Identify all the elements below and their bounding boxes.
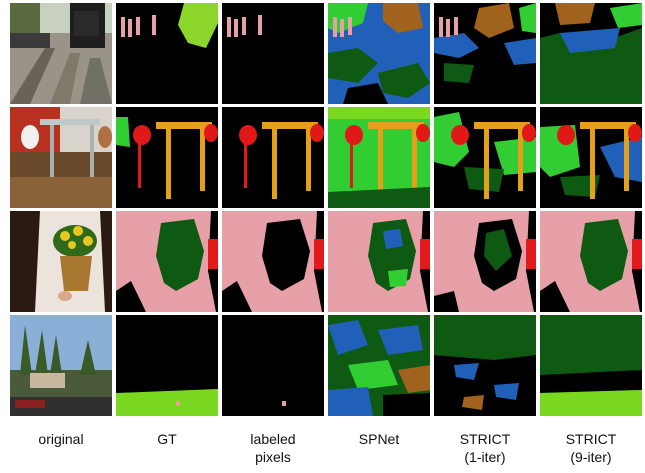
column-label-line: (1-iter) — [464, 449, 506, 465]
column-label-strict-1iter: STRICT (1-iter) — [432, 430, 538, 466]
row2-original-photo — [10, 107, 112, 208]
row2-strict-1iter — [434, 107, 536, 208]
row1-labeled-pixels — [222, 3, 324, 104]
column-label-line: labeled — [250, 431, 296, 447]
column-label-line: pixels — [255, 449, 291, 465]
row2-labeled-pixels — [222, 107, 324, 208]
column-label-line: original — [38, 431, 84, 447]
row4-original-photo — [10, 315, 112, 416]
row3-original-photo — [10, 211, 112, 312]
row4-labeled-pixels — [222, 315, 324, 416]
row2-spnet — [328, 107, 430, 208]
row3-strict-9iter — [540, 211, 642, 312]
row3-strict-1iter — [434, 211, 536, 312]
row3-gt-segmentation — [116, 211, 218, 312]
column-label-line: STRICT — [565, 431, 617, 447]
column-label-labeled-pixels: labeled pixels — [220, 430, 326, 466]
column-label-line: GT — [157, 431, 177, 447]
column-label-gt: GT — [114, 430, 220, 448]
column-label-line: SPNet — [358, 431, 400, 447]
column-label-line: STRICT — [459, 431, 511, 447]
row1-spnet — [328, 3, 430, 104]
row1-original-photo — [10, 3, 112, 104]
row1-strict-9iter — [540, 3, 642, 104]
row3-spnet — [328, 211, 430, 312]
row1-gt-segmentation — [116, 3, 218, 104]
row4-gt-segmentation — [116, 315, 218, 416]
row4-strict-9iter — [540, 315, 642, 416]
row2-gt-segmentation — [116, 107, 218, 208]
row3-labeled-pixels — [222, 211, 324, 312]
column-label-line: (9-iter) — [570, 449, 612, 465]
row2-strict-9iter — [540, 107, 642, 208]
column-label-spnet: SPNet — [326, 430, 432, 448]
column-label-original: original — [8, 430, 114, 448]
row4-strict-1iter — [434, 315, 536, 416]
row4-spnet — [328, 315, 430, 416]
row1-strict-1iter — [434, 3, 536, 104]
column-label-strict-9iter: STRICT (9-iter) — [538, 430, 644, 466]
